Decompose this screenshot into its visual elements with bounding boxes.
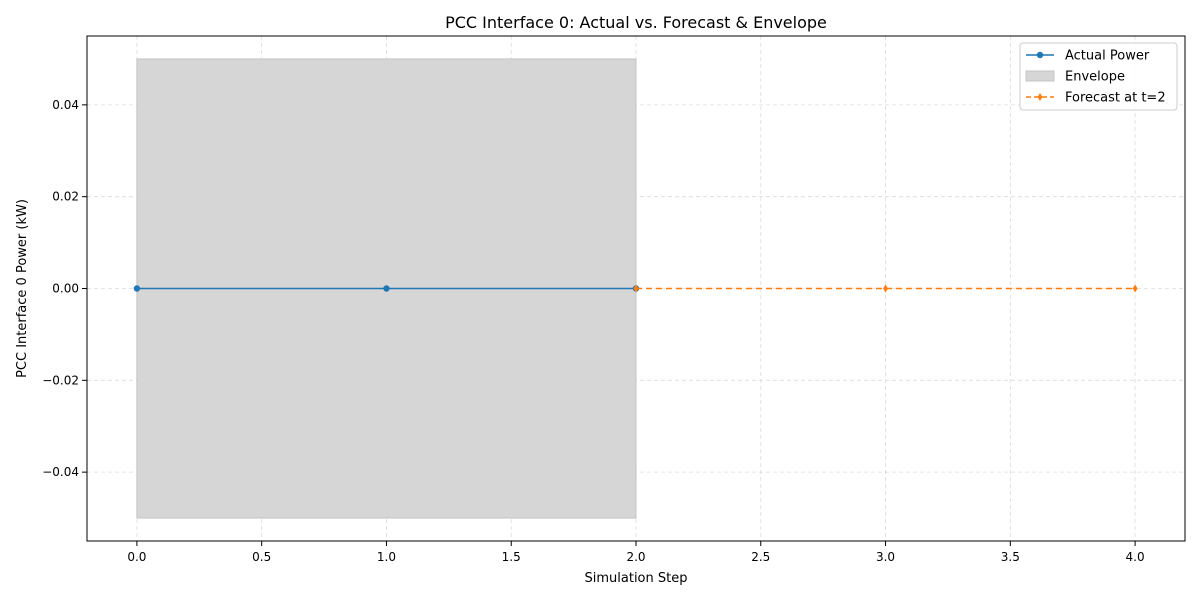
x-tick-label: 0.5: [252, 550, 271, 564]
x-tick-label: 0.0: [127, 550, 146, 564]
x-tick-label: 2.0: [626, 550, 645, 564]
y-tick-label: 0.02: [52, 190, 79, 204]
y-tick-label: −0.02: [42, 373, 79, 387]
legend-swatch-envelope: [1025, 70, 1055, 82]
x-tick-label: 3.0: [876, 550, 895, 564]
x-tick-label: 1.5: [502, 550, 521, 564]
y-tick-label: −0.04: [42, 465, 79, 479]
legend-label: Envelope: [1065, 70, 1125, 85]
y-axis-label: PCC Interface 0 Power (kW): [15, 199, 30, 378]
series-2-point: [633, 284, 639, 293]
legend-box: [1019, 42, 1178, 111]
y-axis: 0.04 0.02 0.00 −0.02 −0.04: [42, 98, 87, 479]
chart-title: PCC Interface 0: Actual vs. Forecast & E…: [445, 13, 827, 32]
legend-label: Forecast at t=2: [1065, 91, 1166, 106]
series-2-point: [883, 284, 889, 293]
x-tick-label: 4.0: [1126, 550, 1145, 564]
series-2-point: [1132, 284, 1138, 293]
x-tick-label: 1.0: [377, 550, 396, 564]
y-tick-label: 0.00: [52, 282, 79, 296]
legend: Actual Power Envelope Forecast at t=2: [1019, 42, 1178, 111]
legend-swatch-marker: [1036, 51, 1044, 59]
y-tick-label: 0.04: [52, 98, 79, 112]
legend-label: Actual Power: [1065, 49, 1150, 64]
x-tick-label: 3.5: [1001, 550, 1020, 564]
x-tick-label: 2.5: [751, 550, 770, 564]
x-axis-label: Simulation Step: [585, 571, 688, 586]
series-1-point: [133, 285, 141, 292]
series-1-point: [383, 285, 390, 292]
legend-swatch-marker: [1037, 93, 1043, 101]
series-layer: [133, 284, 1138, 293]
x-axis: 0.0 0.5 1.0 1.5 2.0 2.5 3.0 3.5 4.0: [127, 541, 1145, 564]
